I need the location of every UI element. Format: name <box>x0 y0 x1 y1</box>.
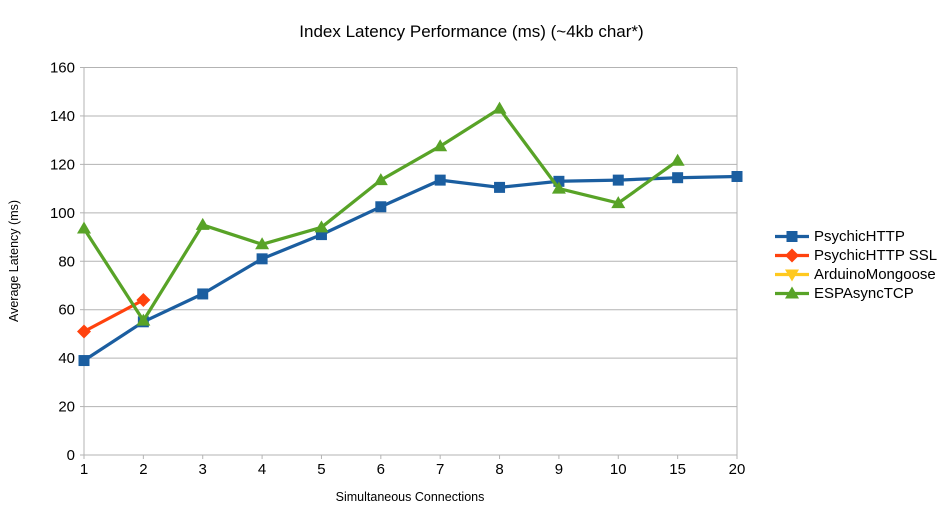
legend-marker-triangle-up-icon <box>775 286 809 299</box>
data-point-1-0 <box>77 324 91 339</box>
x-tick-label: 8 <box>495 461 503 478</box>
data-point-3-10 <box>670 153 685 166</box>
x-tick-label: 4 <box>258 461 266 478</box>
data-point-3-6 <box>433 139 448 152</box>
y-tick-label: 80 <box>58 253 75 270</box>
legend-marker-shape <box>785 286 799 299</box>
series-line-3 <box>82 107 679 323</box>
data-point-3-5 <box>373 173 388 186</box>
y-tick-label: 40 <box>58 350 75 367</box>
legend-marker-square-icon <box>775 231 809 242</box>
data-point-3-0 <box>77 221 91 234</box>
x-tick-label: 9 <box>555 461 563 478</box>
legend-marker-shape <box>785 269 799 282</box>
y-tick-label: 100 <box>50 205 75 222</box>
legend-item-3: ESPAsyncTCP <box>775 284 937 303</box>
x-tick-label: 3 <box>199 461 207 478</box>
x-tick-label: 20 <box>729 461 746 478</box>
data-point-3-3 <box>255 237 270 250</box>
legend-item-2: ArduinoMongoose <box>775 265 937 284</box>
legend-label: PsychicHTTP <box>814 228 905 245</box>
data-point-0-11 <box>731 170 743 182</box>
y-tick-label: 0 <box>67 447 75 464</box>
x-tick-label: 10 <box>610 461 627 478</box>
legend-item-0: PsychicHTTP <box>775 227 937 246</box>
legend-label: ArduinoMongoose <box>814 266 936 283</box>
legend: PsychicHTTP PsychicHTTP SSL ArduinoMongoos… <box>775 227 937 303</box>
data-point-0-6 <box>434 174 446 186</box>
y-tick-label: 140 <box>50 108 75 125</box>
y-tick-label: 120 <box>50 156 75 173</box>
legend-marker-shape <box>786 231 798 242</box>
data-point-0-5 <box>375 201 387 213</box>
x-tick-label: 15 <box>669 461 686 478</box>
data-point-3-7 <box>492 101 507 114</box>
data-point-3-2 <box>195 217 210 230</box>
data-point-3-8 <box>551 181 566 194</box>
x-axis-title: Simultaneous Connections <box>335 490 485 504</box>
series-line-0 <box>83 174 738 362</box>
x-tick-label: 5 <box>317 461 325 478</box>
y-axis-title: Average Latency (ms) <box>7 199 21 323</box>
data-point-3-4 <box>314 220 329 233</box>
data-point-0-10 <box>672 172 684 184</box>
x-tick-label: 7 <box>436 461 444 478</box>
data-point-3-1 <box>136 313 151 326</box>
y-tick-label: 20 <box>58 399 75 416</box>
data-point-3-9 <box>611 196 626 209</box>
legend-label: PsychicHTTP SSL <box>814 247 938 264</box>
data-point-0-2 <box>197 288 209 300</box>
x-tick-label: 6 <box>377 461 385 478</box>
data-point-1-1 <box>136 293 151 307</box>
legend-label: ESPAsyncTCP <box>814 285 914 302</box>
x-tick-label: 1 <box>80 461 88 478</box>
legend-item-1: PsychicHTTP SSL <box>775 246 937 265</box>
legend-marker-triangle-down-icon <box>775 269 809 282</box>
legend-marker-shape <box>785 248 799 263</box>
y-tick-label: 160 <box>50 60 75 77</box>
data-point-0-0 <box>78 355 90 367</box>
legend-marker-diamond-icon <box>775 248 809 263</box>
data-point-0-9 <box>612 174 624 186</box>
x-tick-label: 2 <box>139 461 147 478</box>
chart-title: Index Latency Performance (ms) (~4kb cha… <box>299 22 644 41</box>
data-point-0-3 <box>256 253 268 265</box>
y-tick-label: 60 <box>58 302 75 319</box>
data-point-0-7 <box>494 181 506 193</box>
